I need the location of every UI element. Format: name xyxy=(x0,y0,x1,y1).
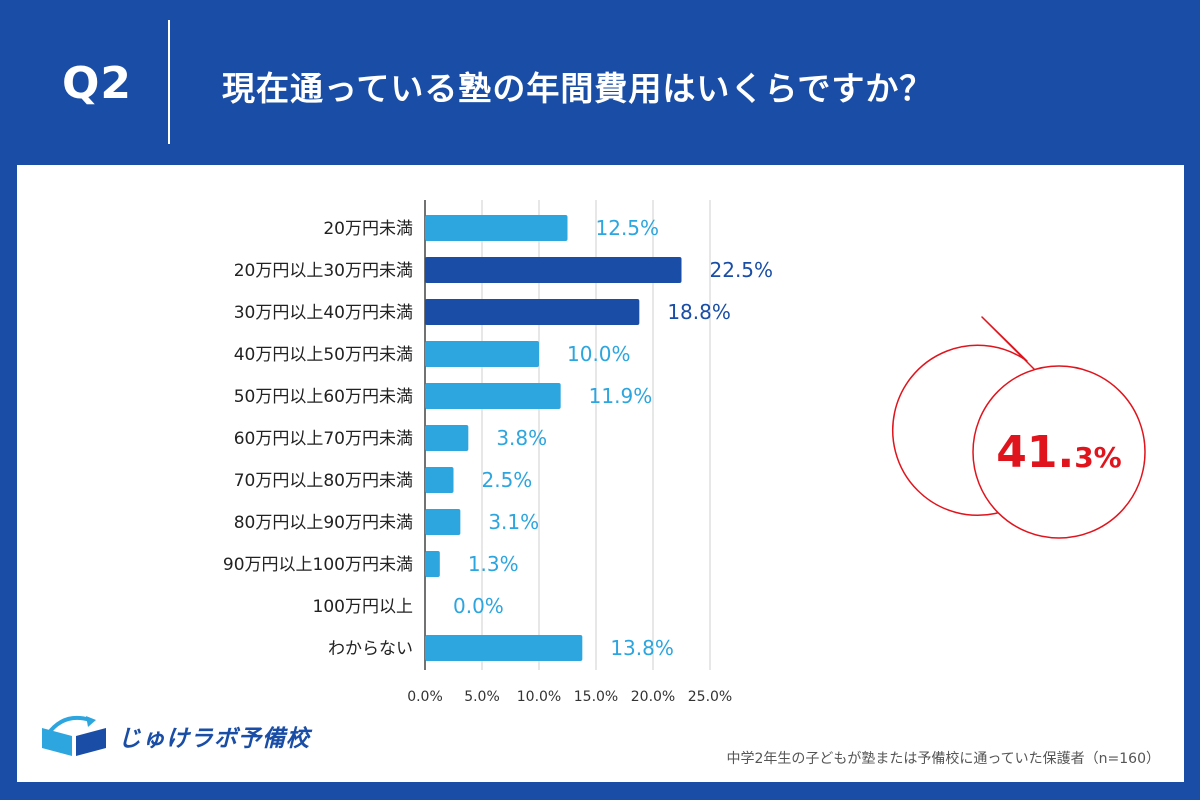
category-label: 30万円以上40万円未満 xyxy=(234,303,413,323)
x-tick-label: 20.0% xyxy=(631,689,675,705)
value-label: 11.9% xyxy=(589,384,653,408)
value-label: 22.5% xyxy=(710,258,774,282)
chart-panel: 0.0% 5.0% 10.0% 15.0% 20.0% 25.0% 20万円未満 12.5% 2… xyxy=(17,165,1184,782)
callout-seam xyxy=(1017,371,1051,387)
bar xyxy=(425,425,469,451)
value-label: 12.5% xyxy=(596,216,660,240)
category-label: 40万円以上50万円未満 xyxy=(234,345,413,365)
book-logo-icon xyxy=(42,715,106,756)
x-tick-label: 15.0% xyxy=(574,689,618,705)
value-label: 13.8% xyxy=(610,636,674,660)
category-label: 20万円未満 xyxy=(323,219,413,239)
category-label: 50万円以上60万円未満 xyxy=(234,387,413,407)
x-tick-label: 5.0% xyxy=(464,689,500,705)
value-label: 3.8% xyxy=(496,426,547,450)
value-label: 18.8% xyxy=(667,300,731,324)
header-divider xyxy=(168,20,170,144)
value-label: 0.0% xyxy=(453,594,504,618)
bar xyxy=(425,215,568,241)
value-label: 1.3% xyxy=(468,552,519,576)
bar xyxy=(425,467,454,493)
question-number: Q2 xyxy=(62,58,133,109)
x-tick-label: 10.0% xyxy=(517,689,561,705)
bar xyxy=(425,551,440,577)
x-tick-label: 25.0% xyxy=(688,689,732,705)
value-label: 10.0% xyxy=(567,342,631,366)
category-label: わからない xyxy=(328,639,413,659)
logo-text: じゅけラボ予備校 xyxy=(118,726,310,752)
question-title: 現在通っている塾の年間費用はいくらですか？ xyxy=(222,69,934,108)
category-label: 20万円以上30万円未満 xyxy=(234,261,413,281)
source-note: 中学2年生の子どもが塾または予備校に通っていた保護者（n=160） xyxy=(726,751,1160,767)
category-label: 100万円以上 xyxy=(313,597,413,617)
header: Q2 現在通っている塾の年間費用はいくらですか？ xyxy=(0,0,1200,165)
category-label: 90万円以上100万円未満 xyxy=(223,555,413,575)
bar xyxy=(425,299,640,325)
category-label: 80万円以上90万円未満 xyxy=(234,513,413,533)
value-label: 3.1% xyxy=(488,510,539,534)
category-label: 70万円以上80万円未満 xyxy=(234,471,413,491)
callout-circle xyxy=(972,365,1146,539)
bar xyxy=(425,341,539,367)
x-tick-label: 0.0% xyxy=(407,689,443,705)
callout-value: 41.3% xyxy=(996,427,1122,478)
bar xyxy=(425,509,461,535)
bar xyxy=(425,257,682,283)
bar xyxy=(425,635,583,661)
bar xyxy=(425,383,561,409)
value-label: 2.5% xyxy=(482,468,533,492)
category-label: 60万円以上70万円未満 xyxy=(234,429,413,449)
brand-logo: じゅけラボ予備校 xyxy=(38,714,310,758)
bar-chart: 0.0% 5.0% 10.0% 15.0% 20.0% 25.0% 20万円未満 12.5% 2… xyxy=(223,200,1146,705)
